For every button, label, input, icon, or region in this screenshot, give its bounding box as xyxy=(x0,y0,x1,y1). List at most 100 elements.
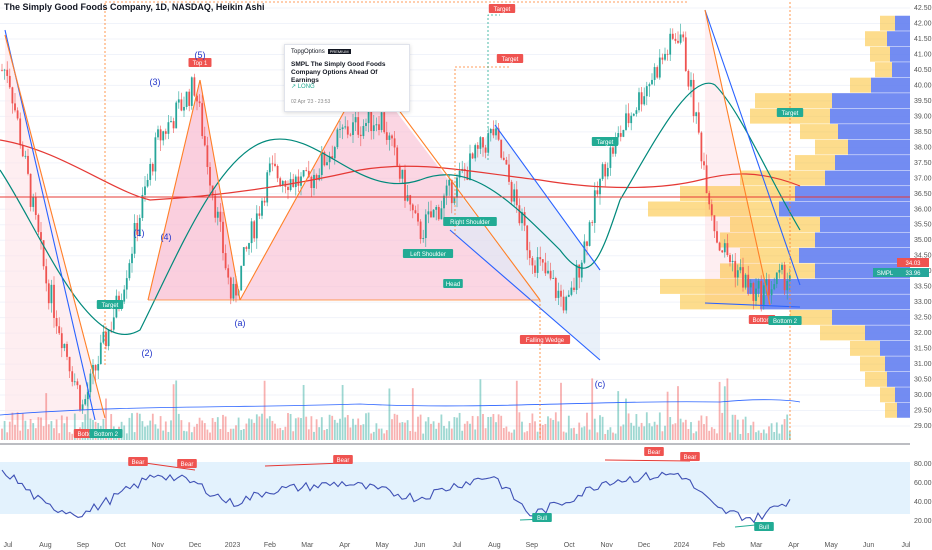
volume-bar xyxy=(146,425,149,440)
volume-bar xyxy=(526,431,529,440)
candle-body xyxy=(27,155,29,174)
volume-bar xyxy=(614,433,617,440)
volume-bar xyxy=(731,414,734,440)
annotation-label-bg xyxy=(591,137,619,146)
volume-bar xyxy=(684,419,687,440)
candle-body xyxy=(695,112,698,117)
volume-bar xyxy=(721,412,724,440)
volume-bar xyxy=(50,421,53,440)
volume-bar xyxy=(786,414,789,440)
price-tick: 41.00 xyxy=(914,51,932,58)
candle-body xyxy=(414,210,417,214)
candle-body xyxy=(177,99,180,103)
volume-bar xyxy=(414,431,417,440)
volume-bar xyxy=(703,424,705,440)
vp-bar-blue xyxy=(799,247,910,263)
volume-bar xyxy=(406,420,409,440)
annotation-label: Target xyxy=(102,303,119,309)
candle-body xyxy=(393,138,396,148)
candle-body xyxy=(8,75,11,88)
time-tick: Jul xyxy=(4,542,13,549)
volume-bar xyxy=(372,431,375,440)
volume-bar xyxy=(778,433,781,440)
annotation-label-bg xyxy=(644,447,664,456)
vp-bar-blue xyxy=(838,124,910,140)
volume-bar xyxy=(500,415,503,440)
candle-body xyxy=(370,109,373,132)
price-tick: 42.50 xyxy=(914,5,932,12)
volume-bar xyxy=(466,421,469,440)
annotation-label: Bear xyxy=(684,455,697,461)
wave-label: (4) xyxy=(161,232,172,242)
vp-bar-orange xyxy=(850,77,871,93)
candle-body xyxy=(261,200,263,216)
annotation-label: Bottom 2 xyxy=(773,319,798,325)
candle-body xyxy=(144,186,146,195)
candle-body xyxy=(289,179,292,191)
annotation-label-bg xyxy=(776,108,804,117)
candle-body xyxy=(359,134,362,137)
candle-body xyxy=(547,270,549,274)
annotation-label-bg xyxy=(402,249,454,258)
chart-title: The Simply Good Foods Company, 1D, NASDA… xyxy=(4,2,265,12)
volume-bar xyxy=(502,428,505,440)
candle-body xyxy=(240,265,243,291)
volume-bar xyxy=(437,422,440,440)
volume-bar xyxy=(710,427,713,440)
idea-card[interactable]: TopgOptions PREMIUM SMPL The Simply Good … xyxy=(284,44,410,112)
volume-bar xyxy=(378,428,380,440)
candle-body xyxy=(40,232,42,241)
candle-body xyxy=(775,272,778,285)
volume-bar xyxy=(651,426,653,440)
volume-bar xyxy=(206,429,209,440)
time-tick: Jun xyxy=(863,542,874,549)
volume-bar xyxy=(484,428,487,440)
volume-bar xyxy=(573,427,575,440)
candle-body xyxy=(617,133,620,138)
vp-bar-blue xyxy=(865,325,910,341)
vp-bar-orange xyxy=(755,93,832,109)
volume-bar xyxy=(653,421,656,440)
price-tick: 41.50 xyxy=(914,36,932,43)
volume-bar xyxy=(164,421,167,440)
candles xyxy=(1,23,791,414)
candle-body xyxy=(718,242,721,251)
price-tick: 31.50 xyxy=(914,346,932,353)
candle-body xyxy=(349,134,352,136)
volume-bar xyxy=(261,413,263,440)
candle-body xyxy=(323,151,326,166)
volume-bar xyxy=(630,422,633,440)
candle-body xyxy=(682,34,685,38)
candle-body xyxy=(528,250,531,259)
candle-body xyxy=(294,176,297,188)
volume-bar xyxy=(528,423,531,440)
candle-body xyxy=(458,170,461,178)
volume-bar xyxy=(560,382,562,440)
volume-bar xyxy=(229,428,232,440)
candle-body xyxy=(125,278,128,290)
candle-body xyxy=(651,79,653,85)
volume-bar xyxy=(773,432,776,440)
volume-bar xyxy=(638,426,640,440)
volume-bar xyxy=(388,388,391,440)
volume-bar xyxy=(744,416,747,440)
volume-bar xyxy=(219,428,222,440)
candle-body xyxy=(661,57,664,60)
volume-bar xyxy=(190,432,193,440)
volume-bar xyxy=(513,429,516,440)
volume-bar xyxy=(448,421,451,440)
candle-body xyxy=(586,241,588,246)
vp-bar-blue xyxy=(848,139,910,155)
vp-bar-blue xyxy=(871,77,910,93)
rsi-line xyxy=(1,469,791,524)
volume-bar xyxy=(695,431,698,440)
volume-bar xyxy=(331,415,334,440)
candle-body xyxy=(216,211,219,218)
wave-labels: (1) (2) (3) (4) (5) (a) (c) xyxy=(134,50,606,389)
price-tick: 39.50 xyxy=(914,98,932,105)
candle-body xyxy=(471,153,474,159)
candle-body xyxy=(474,145,477,159)
candle-body xyxy=(713,215,716,232)
candle-body xyxy=(575,264,578,290)
volume-bar xyxy=(258,416,261,440)
